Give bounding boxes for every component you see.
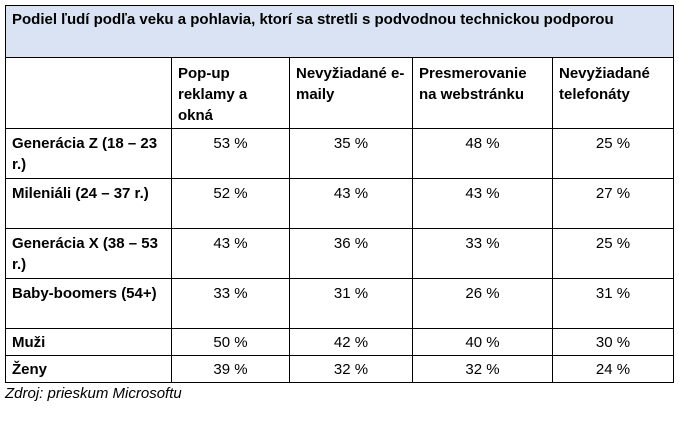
table-cell: 31 % <box>551 278 675 329</box>
table-cell: 43 % <box>289 178 413 229</box>
header-row: Pop-up reklamy a okná Nevyžiadané e-mail… <box>5 57 675 129</box>
row-label: Mileniáli (24 – 37 r.) <box>5 178 172 229</box>
table-row: Ženy 39 % 32 % 32 % 24 % <box>5 355 675 383</box>
column-header-phone: Nevyžiadané telefonáty <box>551 57 675 129</box>
table-title: Podiel ľudí podľa veku a pohlavia, ktorí… <box>4 5 675 58</box>
table-cell: 36 % <box>289 228 413 279</box>
table-cell: 24 % <box>551 355 675 383</box>
table-cell: 50 % <box>171 328 290 356</box>
table-cell: 32 % <box>289 355 413 383</box>
table-cell: 26 % <box>412 278 553 329</box>
table-cell: 53 % <box>171 128 290 179</box>
table-cell: 42 % <box>289 328 413 356</box>
table-cell: 33 % <box>412 228 553 279</box>
column-header-redirect: Presmerovanie na webstránku <box>412 57 553 129</box>
row-label: Ženy <box>5 355 172 383</box>
table-cell: 52 % <box>171 178 290 229</box>
column-header-empty <box>5 57 172 129</box>
row-label: Generácia X (38 – 53 r.) <box>5 228 172 279</box>
table-cell: 35 % <box>289 128 413 179</box>
row-label: Muži <box>5 328 172 356</box>
column-header-emails: Nevyžiadané e-maily <box>289 57 413 129</box>
table-cell: 33 % <box>171 278 290 329</box>
table-cell: 25 % <box>551 128 675 179</box>
table-cell: 30 % <box>551 328 675 356</box>
table-cell: 27 % <box>551 178 675 229</box>
title-row: Podiel ľudí podľa veku a pohlavia, ktorí… <box>4 5 675 58</box>
table-cell: 32 % <box>412 355 553 383</box>
table-cell: 39 % <box>171 355 290 383</box>
column-header-popup: Pop-up reklamy a okná <box>171 57 290 129</box>
table-cell: 43 % <box>412 178 553 229</box>
row-label: Generácia Z (18 – 23 r.) <box>5 128 172 179</box>
source-note: Zdroj: prieskum Microsoftu <box>5 385 182 402</box>
table-row: Baby-boomers (54+) 33 % 31 % 26 % 31 % <box>5 278 675 329</box>
table-cell: 43 % <box>171 228 290 279</box>
data-table: Podiel ľudí podľa veku a pohlavia, ktorí… <box>4 5 675 383</box>
table-row: Mileniáli (24 – 37 r.) 52 % 43 % 43 % 27… <box>5 178 675 229</box>
table-cell: 31 % <box>289 278 413 329</box>
table-row: Muži 50 % 42 % 40 % 30 % <box>5 328 675 356</box>
table-row: Generácia X (38 – 53 r.) 43 % 36 % 33 % … <box>5 228 675 279</box>
table-row: Generácia Z (18 – 23 r.) 53 % 35 % 48 % … <box>5 128 675 179</box>
row-label: Baby-boomers (54+) <box>5 278 172 329</box>
table-cell: 48 % <box>412 128 553 179</box>
table-cell: 40 % <box>412 328 553 356</box>
document: Podiel ľudí podľa veku a pohlavia, ktorí… <box>4 5 675 404</box>
table-cell: 25 % <box>551 228 675 279</box>
